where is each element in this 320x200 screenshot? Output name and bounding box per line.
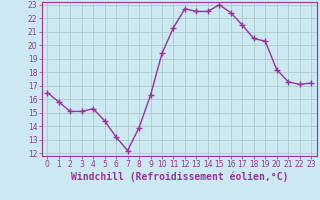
X-axis label: Windchill (Refroidissement éolien,°C): Windchill (Refroidissement éolien,°C) bbox=[70, 172, 288, 182]
